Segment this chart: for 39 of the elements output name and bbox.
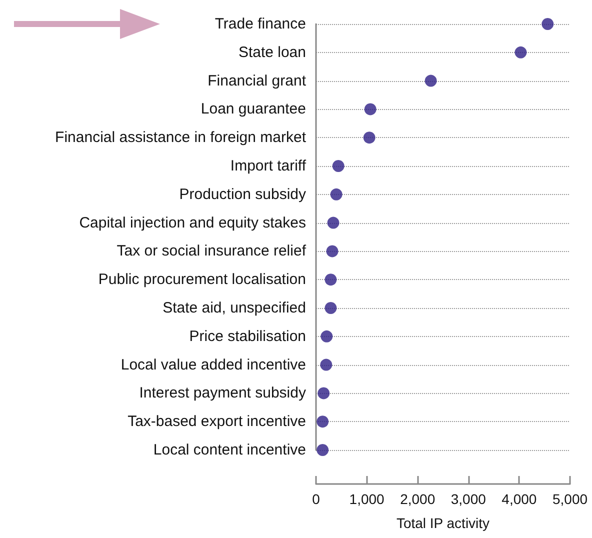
y-tick-label: Local value added incentive [120, 356, 306, 374]
point [364, 103, 376, 116]
y-tick-label: State loan [238, 44, 306, 61]
y-tick-label: Tax-based export incentive [128, 413, 306, 430]
y-tick-label: Interest payment subsidy [139, 384, 306, 402]
x-tick-label: 2,000 [400, 491, 436, 507]
x-tick-label: 3,000 [450, 491, 486, 507]
point [424, 74, 437, 87]
y-tick-label: Capital injection and equity stakes [79, 214, 306, 232]
y-tick-label: Import tariff [230, 158, 307, 174]
y-tick-label: Price stabilisation [189, 328, 306, 345]
x-tick-label: 1,000 [349, 491, 385, 507]
y-tick-label: Tax or social insurance relief [116, 242, 307, 260]
y-tick-label: Production subsidy [179, 186, 306, 203]
point [330, 188, 342, 200]
x-tick-label: 4,000 [502, 491, 537, 507]
point [324, 274, 337, 286]
point [327, 216, 340, 229]
y-tick-label: Financial assistance in foreign market [55, 129, 307, 146]
point [316, 416, 329, 428]
point [318, 387, 330, 400]
point [316, 444, 329, 456]
point [324, 302, 337, 314]
y-tick-label: Loan guarantee [200, 100, 306, 118]
point [514, 46, 527, 58]
point [332, 160, 344, 172]
x-axis-title: Total IP activity [396, 515, 490, 531]
point [320, 358, 332, 371]
y-tick-label: Public procurement localisation [98, 271, 306, 288]
y-tick-label: State aid, unspecified [162, 300, 306, 316]
point [326, 245, 338, 258]
x-tick-label: 5,000 [552, 491, 588, 507]
y-tick-label: Financial grant [208, 72, 307, 90]
point [320, 330, 333, 342]
y-tick-label: Local content incentive [153, 442, 306, 458]
point [542, 18, 554, 30]
y-tick-label: Trade finance [214, 16, 306, 32]
x-tick-label: 0 [312, 491, 320, 507]
point [363, 132, 376, 144]
